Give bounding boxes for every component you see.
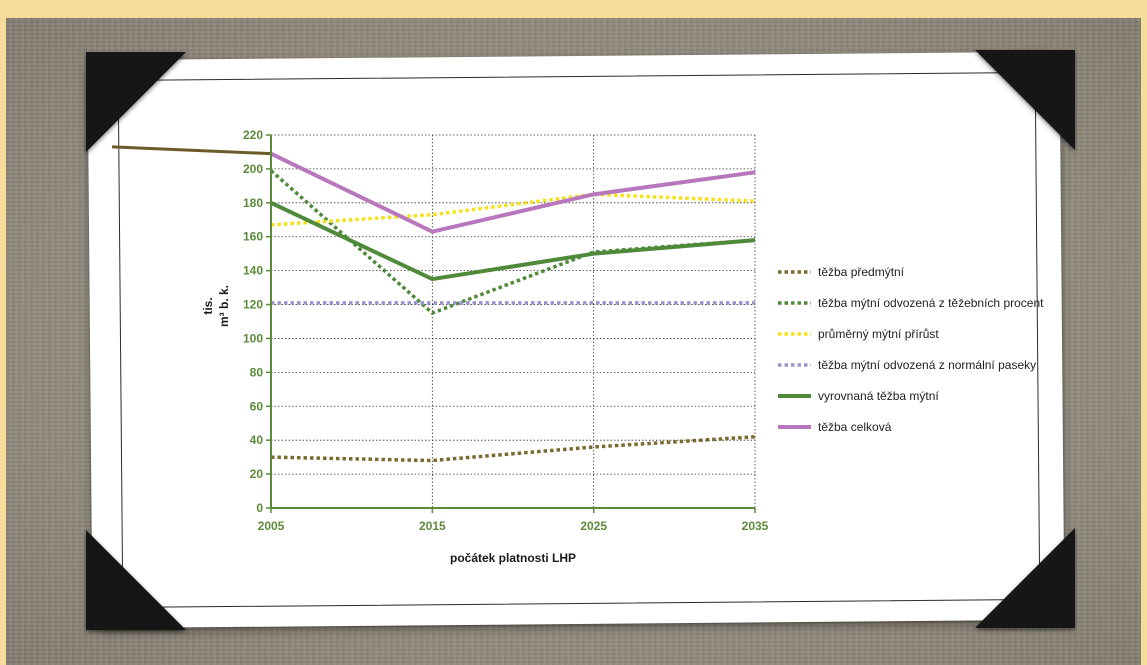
y-tick-label: 40 xyxy=(250,433,264,447)
legend-label-1: těžba mýtní odvozená z těžebních procent xyxy=(818,296,1044,310)
series-line-2 xyxy=(270,192,756,227)
y-tick-label: 120 xyxy=(243,298,263,312)
y-tick-label: 60 xyxy=(250,399,264,413)
y-tick-label: 220 xyxy=(243,128,263,142)
legend-label-2: průměrný mýtní přírůst xyxy=(818,327,939,341)
photo-corner-bottom-right xyxy=(975,528,1075,628)
series-line-1 xyxy=(269,169,756,316)
y-tick-label: 140 xyxy=(243,264,263,278)
x-tick-label: 2025 xyxy=(580,519,607,533)
photo-corner-bottom-left xyxy=(86,530,186,630)
y-axis-label-line2: m³ b. k. xyxy=(217,285,231,327)
tick-label-layer: 0 20 40 60 80 100 120 140 160 180 200 220 2005 2015 20… xyxy=(243,128,769,533)
y-axis-label-line1: tis. xyxy=(201,297,215,314)
x-tick-label: 2035 xyxy=(742,519,769,533)
x-axis-label: počátek platnosti LHP xyxy=(450,551,576,565)
series-line-5 xyxy=(270,151,756,234)
y-tick-label: 200 xyxy=(243,162,263,176)
axis-layer xyxy=(266,134,756,513)
series-line-4 xyxy=(270,201,756,282)
photo-corner-top-left xyxy=(86,52,186,152)
series-line-0 xyxy=(270,435,756,463)
y-tick-label: 0 xyxy=(256,501,263,515)
legend-label-4: vyrovnaná těžba mýtní xyxy=(818,389,939,403)
legend-label-3: těžba mýtní odvozená z normální paseky xyxy=(818,358,1036,372)
y-tick-label: 100 xyxy=(243,331,263,345)
x-tick-label: 2005 xyxy=(258,519,285,533)
legend: těžba předmýtní těžba mýtní odvozená z tě… xyxy=(778,265,1044,434)
legend-label-0: těžba předmýtní xyxy=(818,265,905,279)
x-tick-label: 2015 xyxy=(419,519,446,533)
y-tick-label: 180 xyxy=(243,196,263,210)
legend-label-5: těžba celková xyxy=(818,420,892,434)
y-tick-label: 20 xyxy=(250,467,264,481)
series-layer xyxy=(269,151,756,463)
photo-corner-top-right xyxy=(975,50,1075,150)
y-tick-label: 80 xyxy=(250,365,264,379)
y-tick-label: 160 xyxy=(243,230,263,244)
